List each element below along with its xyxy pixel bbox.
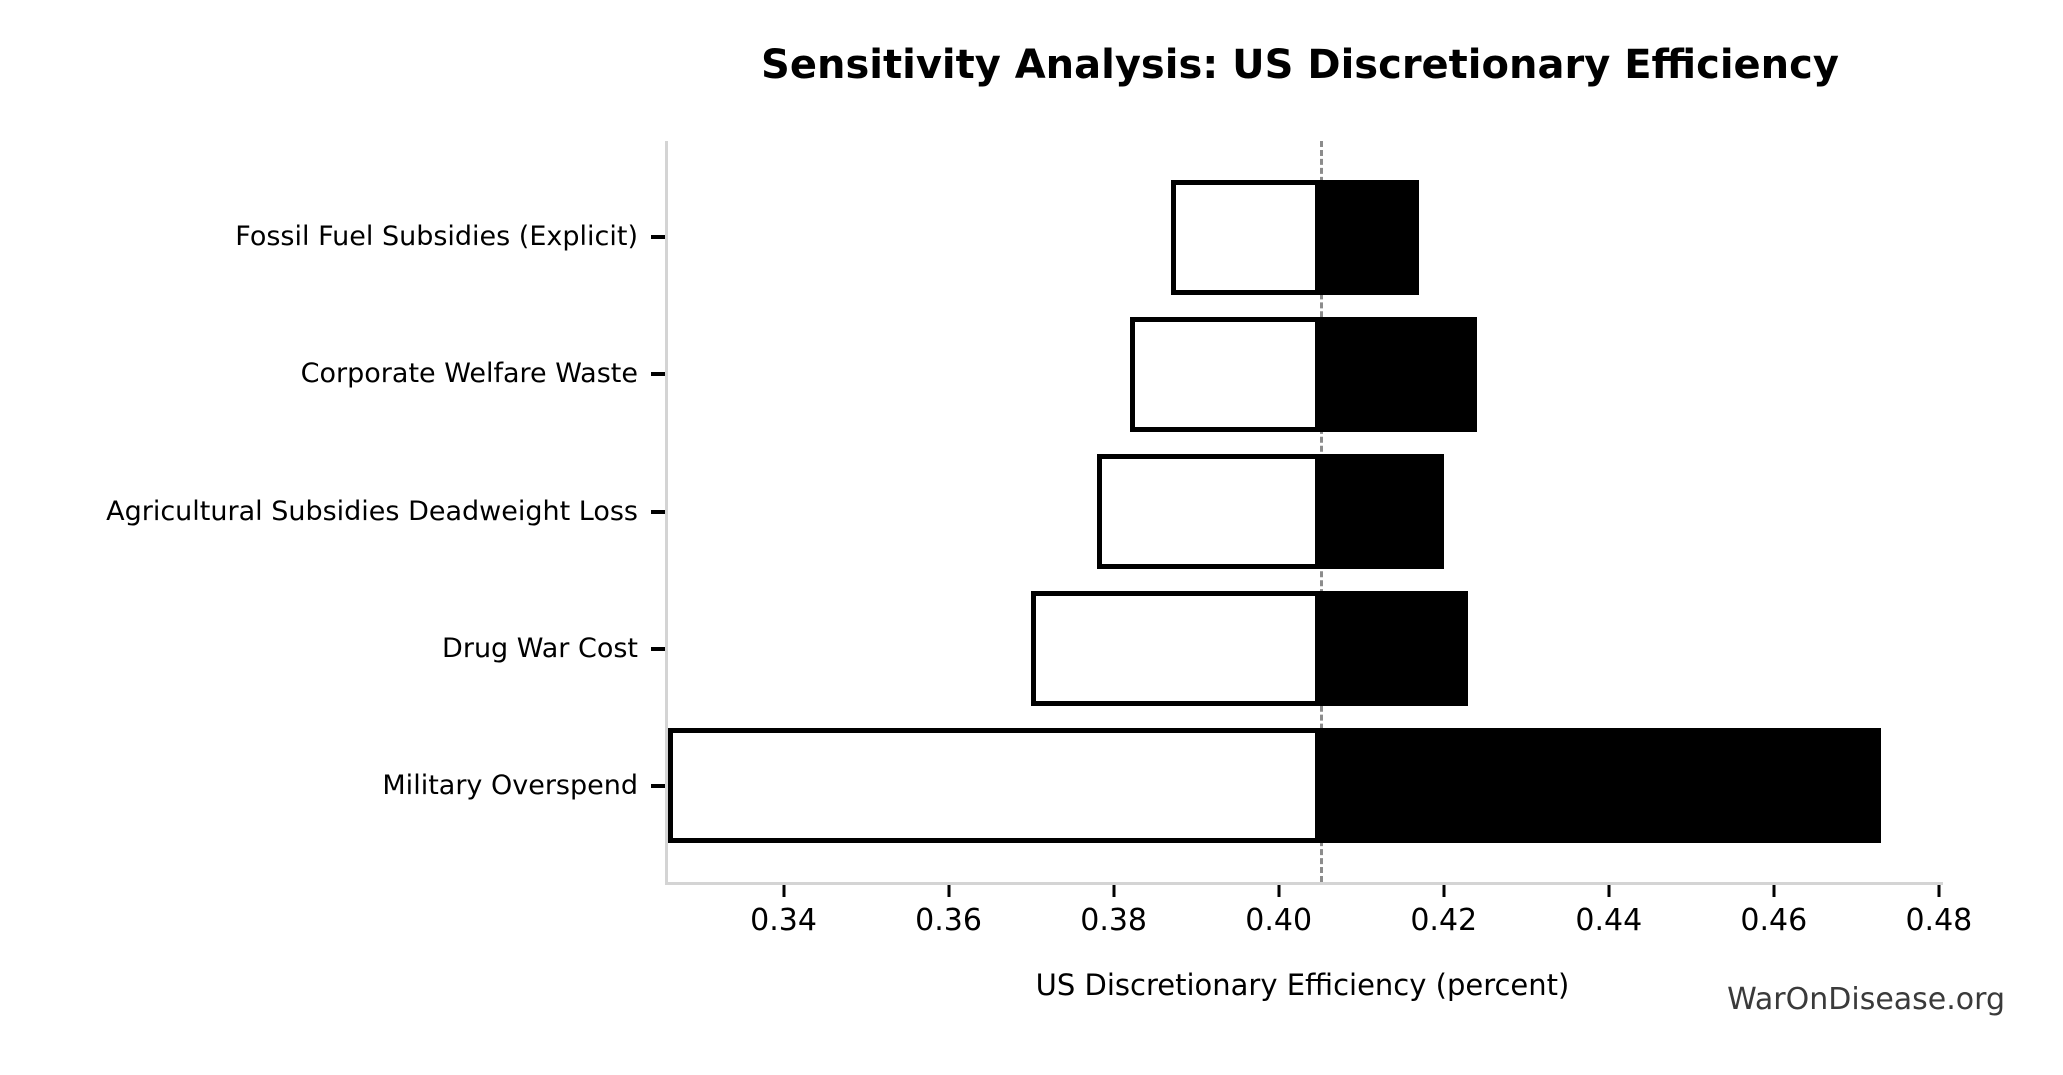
- x-axis-tick: [1112, 885, 1116, 897]
- x-axis-tick-label: 0.38: [1080, 903, 1148, 938]
- bar-row: [668, 179, 1943, 295]
- bar-row: [668, 454, 1943, 569]
- category-label: Military Overspend: [382, 769, 638, 801]
- x-axis-tick-label: 0.48: [1905, 903, 1973, 938]
- x-axis-tick: [782, 885, 786, 897]
- bar-row: [668, 728, 1943, 844]
- category-label: Corporate Welfare Waste: [300, 358, 638, 390]
- y-axis-tick: [651, 372, 665, 377]
- plot-area: 0.34 0.36 0.38 0.40 0.42 0.44 0.46 0.48: [651, 141, 1972, 938]
- x-axis-tick: [1937, 885, 1941, 897]
- bar-low-segment: [1031, 591, 1320, 707]
- x-axis-tick-label: 0.44: [1575, 903, 1643, 938]
- category-label: Drug War Cost: [442, 632, 638, 664]
- bar-high-segment: [1319, 454, 1444, 569]
- watermark-text: WarOnDisease.org: [1727, 982, 2005, 1017]
- chart-title: Sensitivity Analysis: US Discretionary E…: [761, 42, 1839, 88]
- y-axis-tick: [651, 235, 665, 240]
- x-axis-tick: [1442, 885, 1446, 897]
- bar-low-segment: [1130, 316, 1320, 432]
- x-axis-tick: [947, 885, 951, 897]
- x-axis-tick: [1607, 885, 1611, 897]
- bar-high-segment: [1319, 316, 1477, 432]
- x-axis-tick-label: 0.46: [1740, 903, 1808, 938]
- bar-high-segment: [1319, 728, 1882, 844]
- x-axis-tick-label: 0.40: [1245, 903, 1313, 938]
- y-axis-tick: [651, 646, 665, 651]
- x-axis-tick-label: 0.36: [915, 903, 982, 938]
- y-axis-tick: [651, 509, 665, 514]
- x-axis-tick: [1277, 885, 1281, 897]
- bar-high-segment: [1319, 591, 1469, 707]
- x-axis-tick-label: 0.42: [1410, 903, 1478, 938]
- x-axis-label: US Discretionary Efficiency (percent): [1035, 968, 1570, 1002]
- bar-row: [668, 591, 1943, 707]
- bar-low-segment: [668, 728, 1320, 844]
- x-axis-tick-label: 0.34: [750, 903, 817, 938]
- bar-low-segment: [1171, 179, 1320, 295]
- category-label: Agricultural Subsidies Deadweight Loss: [106, 495, 638, 527]
- bar-low-segment: [1097, 454, 1320, 569]
- bar-row: [668, 316, 1943, 432]
- bar-high-segment: [1319, 179, 1419, 295]
- category-label: Fossil Fuel Subsidies (Explicit): [235, 221, 638, 253]
- x-axis-tick: [1772, 885, 1776, 897]
- y-axis-tick: [651, 783, 665, 788]
